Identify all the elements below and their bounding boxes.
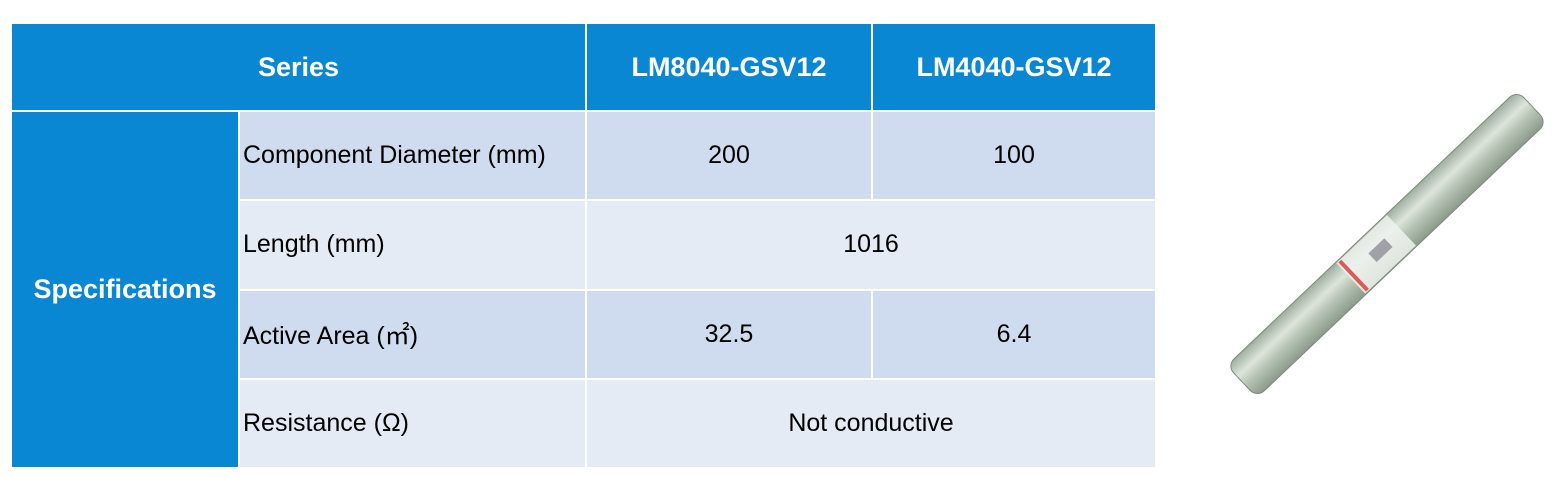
row-label: Active Area (㎡) — [240, 290, 587, 380]
row-label: Component Diameter (mm) — [240, 112, 587, 202]
value-cell: Not conductive — [587, 379, 1157, 469]
value-cell: 1016 — [587, 201, 1157, 291]
value-cell: 32.5 — [587, 290, 873, 380]
header-cell: Series — [12, 24, 587, 112]
value-cell: 100 — [873, 112, 1157, 202]
group-cell: Specifications — [12, 112, 240, 469]
value-cell: 6.4 — [873, 290, 1157, 380]
value-cell: 200 — [587, 112, 873, 202]
header-cell: LM4040-GSV12 — [873, 24, 1157, 112]
row-label: Length (mm) — [240, 201, 587, 291]
header-cell: LM8040-GSV12 — [587, 24, 873, 112]
row-label: Resistance (Ω) — [240, 379, 587, 469]
